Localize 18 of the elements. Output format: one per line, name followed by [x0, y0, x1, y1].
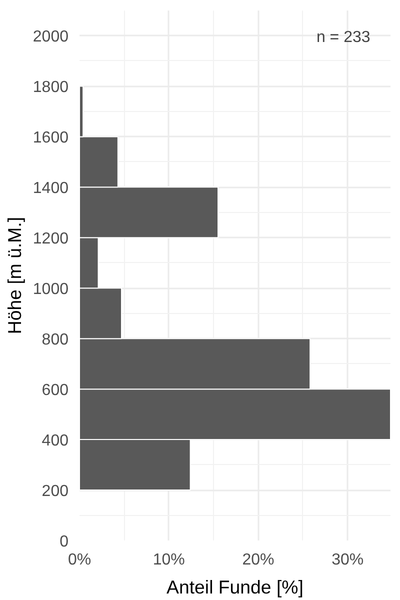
- x-tick-label: 10%: [152, 552, 185, 568]
- y-tick-label: 1400: [32, 180, 69, 198]
- y-tick-label: 800: [42, 332, 69, 349]
- y-tick-label: 200: [42, 483, 69, 500]
- y-tick-label: 1000: [32, 281, 69, 298]
- y-tick-label: 600: [42, 382, 69, 400]
- y-tick-label: 0: [60, 534, 69, 550]
- y-tick-label: 1800: [32, 79, 69, 96]
- y-tick-label: 1200: [32, 230, 69, 248]
- x-tick-label: 0%: [68, 552, 92, 568]
- x-tick-label: 20%: [242, 552, 274, 568]
- y-axis-title: Höhe [m ü.M.]: [4, 216, 25, 334]
- y-tick-label: 1600: [32, 130, 69, 147]
- y-tick-label: 400: [42, 432, 69, 450]
- x-tick-label: 30%: [332, 552, 364, 568]
- x-axis-title: Anteil Funde [%]: [166, 576, 304, 598]
- annotation: n = 233: [316, 29, 370, 46]
- y-tick-label: 2000: [32, 28, 69, 46]
